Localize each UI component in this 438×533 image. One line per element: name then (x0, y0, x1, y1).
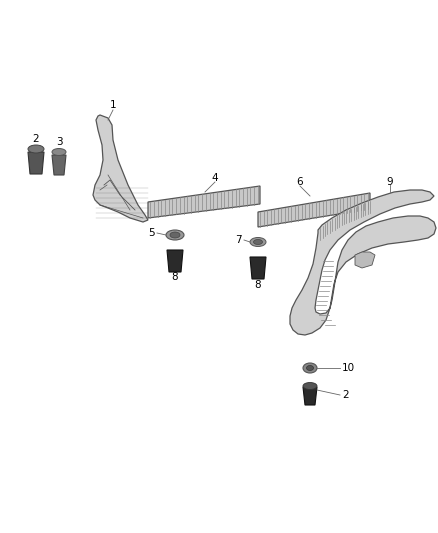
Ellipse shape (254, 239, 262, 245)
Text: 8: 8 (172, 272, 178, 282)
Ellipse shape (28, 145, 44, 153)
Text: 8: 8 (254, 280, 261, 290)
Ellipse shape (170, 232, 180, 238)
Text: 3: 3 (56, 137, 62, 147)
Ellipse shape (307, 366, 314, 370)
Text: 5: 5 (148, 228, 155, 238)
Polygon shape (52, 155, 66, 175)
Text: 1: 1 (110, 100, 117, 110)
Ellipse shape (166, 230, 184, 240)
Ellipse shape (303, 383, 317, 390)
Text: 2: 2 (33, 134, 39, 144)
Polygon shape (167, 250, 183, 272)
Polygon shape (28, 152, 44, 174)
Polygon shape (290, 190, 436, 335)
Polygon shape (250, 257, 266, 279)
Polygon shape (148, 186, 260, 218)
Text: 9: 9 (387, 177, 393, 187)
Text: 4: 4 (212, 173, 218, 183)
Polygon shape (303, 387, 317, 405)
Ellipse shape (303, 363, 317, 373)
Text: 10: 10 (342, 363, 355, 373)
Ellipse shape (250, 238, 266, 246)
Text: 2: 2 (342, 390, 349, 400)
Polygon shape (93, 115, 148, 222)
Text: 6: 6 (297, 177, 303, 187)
Polygon shape (355, 252, 375, 268)
Polygon shape (258, 193, 370, 227)
Ellipse shape (52, 149, 66, 156)
Text: 7: 7 (235, 235, 242, 245)
